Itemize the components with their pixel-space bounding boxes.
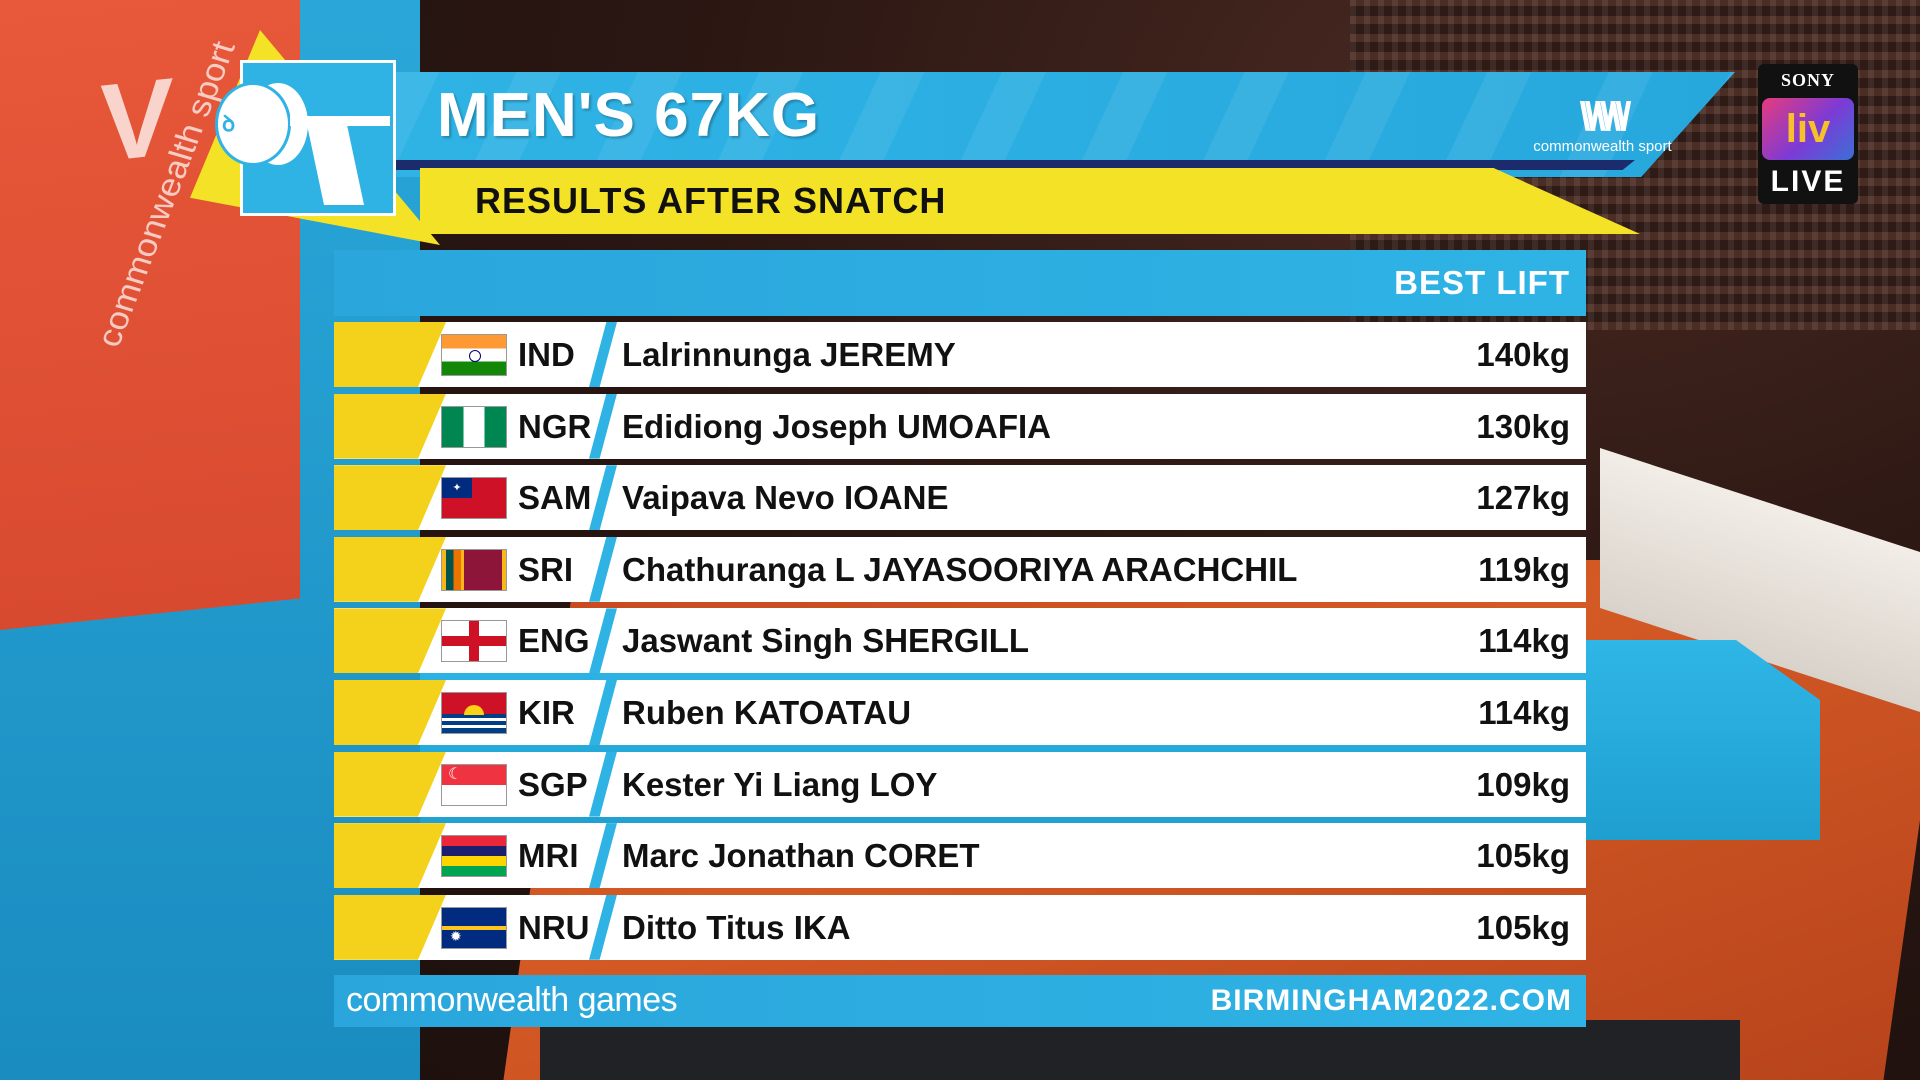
kiribati-flag-icon bbox=[442, 692, 506, 733]
samoa-flag-icon bbox=[442, 478, 506, 519]
athlete-name: Kester Yi Liang LOY bbox=[622, 765, 938, 803]
rank-marker bbox=[334, 608, 446, 674]
athlete-name: Chathuranga L JAYASOORIYA ARACHCHIL bbox=[622, 550, 1298, 588]
table-row: SGP Kester Yi Liang LOY 109kg bbox=[334, 751, 1586, 817]
lifter-icon: ꝺ bbox=[222, 111, 236, 136]
england-flag-icon bbox=[442, 621, 506, 662]
athlete-name: Vaipava Nevo IOANE bbox=[622, 479, 949, 517]
rank-marker bbox=[334, 679, 446, 745]
best-lift-value: 140kg bbox=[1476, 336, 1570, 373]
table-row: MRI Marc Jonathan CORET 105kg bbox=[334, 823, 1586, 889]
row-separator bbox=[589, 823, 617, 889]
row-separator bbox=[589, 679, 617, 745]
athlete-name: Edidiong Joseph UMOAFIA bbox=[622, 407, 1051, 445]
nauru-flag-icon bbox=[442, 907, 506, 948]
header-subtitle-bar bbox=[420, 168, 1640, 234]
country-code: NRU bbox=[518, 908, 590, 946]
commonwealth-sport-logo: \\/\\/\\/ commonwealth sport bbox=[1525, 95, 1680, 185]
results-subtitle: RESULTS AFTER SNATCH bbox=[475, 180, 947, 221]
table-row: IND Lalrinnunga JEREMY 140kg bbox=[334, 322, 1586, 387]
country-code: IND bbox=[518, 336, 575, 373]
athlete-name: Jaswant Singh SHERGILL bbox=[622, 622, 1030, 660]
rank-marker bbox=[334, 393, 446, 459]
best-lift-value: 105kg bbox=[1476, 908, 1570, 946]
liv-logo: liv bbox=[1762, 98, 1854, 160]
country-code: SGP bbox=[518, 765, 588, 803]
website-url: BIRMINGHAM2022.COM bbox=[1210, 984, 1572, 1017]
athlete-name: Ditto Titus IKA bbox=[622, 908, 851, 946]
athlete-name: Lalrinnunga JEREMY bbox=[622, 336, 956, 373]
row-separator bbox=[589, 894, 617, 960]
row-separator bbox=[589, 465, 617, 531]
header-title-bar bbox=[395, 72, 1735, 177]
country-code: ENG bbox=[518, 622, 590, 660]
row-separator bbox=[589, 322, 617, 387]
rank-marker bbox=[334, 465, 446, 531]
row-separator bbox=[589, 536, 617, 602]
singapore-flag-icon bbox=[442, 764, 506, 805]
rank-marker bbox=[334, 322, 446, 387]
header-divider bbox=[395, 160, 1635, 170]
graphic-footer: commonwealth games BIRMINGHAM2022.COM bbox=[334, 975, 1586, 1027]
best-lift-value: 109kg bbox=[1476, 765, 1570, 803]
table-row: KIR Ruben KATOATAU 114kg bbox=[334, 679, 1586, 745]
control-desk bbox=[540, 1020, 1740, 1080]
results-table-header: BEST LIFT bbox=[334, 250, 1586, 316]
mauritius-flag-icon bbox=[442, 836, 506, 877]
weight-plate-icon bbox=[215, 82, 291, 166]
table-row: NGR Edidiong Joseph UMOAFIA 130kg bbox=[334, 393, 1586, 459]
row-separator bbox=[589, 751, 617, 817]
table-row: SAM Vaipava Nevo IOANE 127kg bbox=[334, 465, 1586, 531]
best-lift-value: 114kg bbox=[1478, 693, 1570, 731]
event-title: MEN'S 67KG bbox=[437, 81, 821, 150]
rank-marker bbox=[334, 751, 446, 817]
table-row: SRI Chathuranga L JAYASOORIYA ARACHCHIL … bbox=[334, 536, 1586, 602]
best-lift-value: 130kg bbox=[1476, 407, 1570, 445]
rank-marker bbox=[334, 536, 446, 602]
rank-marker bbox=[334, 823, 446, 889]
sony-logo: SONY bbox=[1780, 70, 1835, 90]
best-lift-column-header: BEST LIFT bbox=[1394, 264, 1570, 301]
country-code: KIR bbox=[518, 693, 575, 731]
country-code: MRI bbox=[518, 837, 579, 875]
athlete-name: Ruben KATOATAU bbox=[622, 693, 912, 731]
country-code: SAM bbox=[518, 479, 592, 517]
commonwealth-logo-text: commonwealth sport bbox=[1533, 138, 1672, 155]
best-lift-value: 119kg bbox=[1478, 550, 1570, 588]
row-separator bbox=[589, 393, 617, 459]
live-indicator: LIVE bbox=[1770, 165, 1846, 198]
table-row: ENG Jaswant Singh SHERGILL 114kg bbox=[334, 608, 1586, 674]
nigeria-flag-icon bbox=[442, 406, 506, 447]
commonwealth-logo-icon: \\/\\/\\/ bbox=[1579, 95, 1631, 139]
row-separator bbox=[589, 608, 617, 674]
rank-marker bbox=[334, 894, 446, 960]
sri-lanka-flag-icon bbox=[442, 549, 506, 590]
country-code: NGR bbox=[518, 407, 592, 445]
best-lift-value: 114kg bbox=[1478, 622, 1570, 660]
best-lift-value: 105kg bbox=[1476, 837, 1570, 875]
country-code: SRI bbox=[518, 550, 574, 588]
commonwealth-games-wordmark: commonwealth games bbox=[346, 981, 678, 1019]
best-lift-value: 127kg bbox=[1476, 479, 1570, 517]
athlete-name: Marc Jonathan CORET bbox=[622, 837, 980, 875]
results-table: IND Lalrinnunga JEREMY 140kg NGR Edidion… bbox=[334, 322, 1586, 966]
table-row: NRU Ditto Titus IKA 105kg bbox=[334, 894, 1586, 960]
india-flag-icon bbox=[442, 335, 506, 375]
